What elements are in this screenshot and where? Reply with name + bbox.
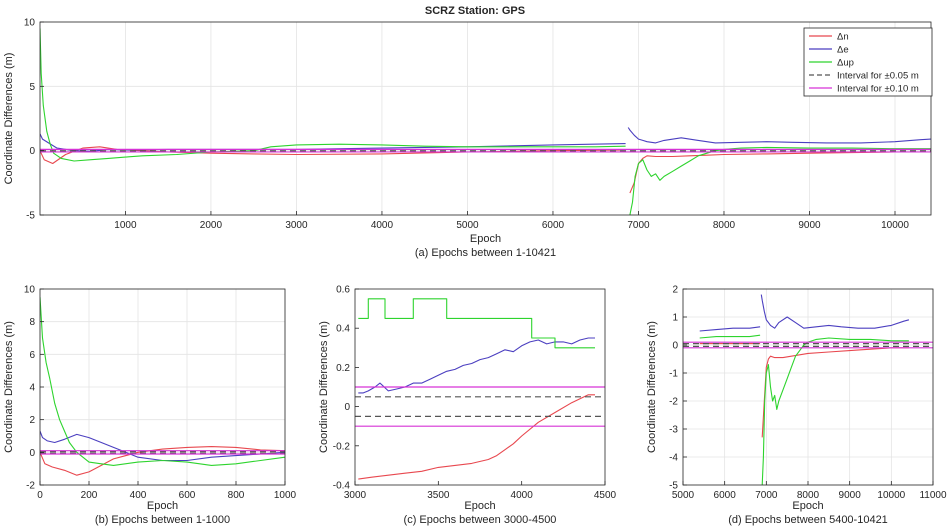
x-tick-label: 1000 [274,490,297,501]
y-tick-label: 2 [29,415,35,426]
panel-c: 3000 3500 4000 4500 -0.4 -0.2 0 0.2 0.4 0.6 Epoch C… [318,285,617,527]
series-dup-line [699,334,761,339]
x-tick-label: 10000 [881,220,909,231]
y-tick-label: 8 [29,317,35,328]
y-tick-label: 0.4 [336,324,350,335]
x-tick-label: 11000 [919,490,947,501]
y-tick-label: -5 [669,481,678,492]
y-tick-label: 4 [29,383,35,394]
legend-item-label: Δup [837,58,854,69]
x-axis-label: Epoch [792,500,823,512]
plot-area [40,22,931,215]
y-tick-label: -2 [26,481,35,492]
y-tick-label: 10 [24,285,36,296]
y-axis-label: Coordinate Differences (m) [646,321,658,453]
y-tick-label: -3 [669,425,678,436]
x-tick-label: 3000 [285,220,308,231]
panel-d: 5000 6000 7000 8000 9000 10000 11000 -5 -4 -3 -2 -1… [646,285,947,527]
x-tick-label: 3000 [344,490,367,501]
x-tick-label: 8000 [797,490,820,501]
panel-caption: (d) Epochs between 5400-10421 [728,514,888,526]
y-tick-label: 5 [29,82,35,93]
series-de-line [627,127,931,144]
y-tick-label: 6 [29,350,35,361]
y-tick-label: -0.4 [333,481,351,492]
y-axis-label: Coordinate Differences (m) [318,321,330,453]
y-tick-label: 10 [24,18,36,29]
x-tick-label: 800 [228,490,245,501]
x-tick-label: 4000 [371,220,394,231]
x-tick-label: 9000 [798,220,821,231]
y-tick-label: 1 [672,313,678,324]
y-tick-label: -5 [26,211,35,222]
y-tick-label: -1 [669,369,678,380]
x-axis-label: Epoch [464,500,495,512]
x-tick-label: 0 [37,490,43,501]
x-tick-label: 200 [81,490,98,501]
series-dn-line [761,347,909,438]
legend: Δn Δe Δup Interval for ±0.05 m Interval for … [803,27,933,97]
y-tick-label: -4 [669,453,678,464]
legend-item-label: Interval for ±0.10 m [837,84,919,95]
y-axis-label: Coordinate Differences (m) [3,321,15,453]
series-dn-line [358,394,595,480]
panel-caption: (c) Epochs between 3000-4500 [404,514,557,526]
y-tick-label: 0.6 [336,285,350,296]
series-dup-line [40,297,285,466]
x-tick-label: 4500 [594,490,617,501]
panel-a: 1000 2000 3000 4000 5000 6000 7000 8000 9000 1000… [3,18,932,259]
x-tick-label: 9000 [839,490,862,501]
x-tick-label: 8000 [713,220,736,231]
series-dup-line [40,28,626,162]
x-tick-label: 5000 [672,490,695,501]
axes-box [39,21,932,216]
series-dn-line [40,446,285,476]
y-tick-label: 0 [344,402,350,413]
legend-item-label: Δe [837,45,849,56]
x-tick-label: 10000 [877,490,905,501]
y-tick-label: 0 [29,448,35,459]
series-de-line [699,326,761,332]
y-tick-label: 0.2 [336,363,350,374]
legend-item-label: Δn [837,32,849,43]
series-dup-line [761,337,909,485]
x-tick-label: 1000 [114,220,137,231]
x-axis-label: Epoch [470,233,501,245]
y-tick-label: 0 [672,341,678,352]
series-dup-line [358,298,595,349]
x-tick-label: 3500 [427,490,450,501]
legend-item-label: Interval for ±0.05 m [837,71,919,82]
panel-b: 0 200 400 600 800 1000-20246810EpochCoordinat… [3,285,297,527]
x-tick-label: 5000 [456,220,479,231]
y-tick-label: 0 [29,146,35,157]
x-tick-label: 6000 [714,490,737,501]
panel-caption: (a) Epochs between 1-10421 [415,247,556,259]
y-tick-label: 2 [672,285,678,296]
x-tick-label: 6000 [542,220,565,231]
x-tick-label: 400 [130,490,147,501]
y-axis-label: Coordinate Differences (m) [3,53,15,185]
series-de-line [760,294,910,329]
axes-box [354,288,606,486]
y-tick-label: -0.2 [333,441,351,452]
y-tick-label: -2 [669,397,678,408]
x-tick-label: 600 [179,490,196,501]
panel-caption: (b) Epochs between 1-1000 [95,514,230,526]
x-axis-label: Epoch [147,500,178,512]
x-tick-label: 7000 [755,490,778,501]
series-dup-line [629,146,931,215]
x-tick-label: 4000 [511,490,534,501]
x-tick-label: 7000 [627,220,650,231]
x-tick-label: 2000 [200,220,223,231]
series-de-line [40,430,285,462]
figure-title: SCRZ Station: GPS [425,5,525,17]
